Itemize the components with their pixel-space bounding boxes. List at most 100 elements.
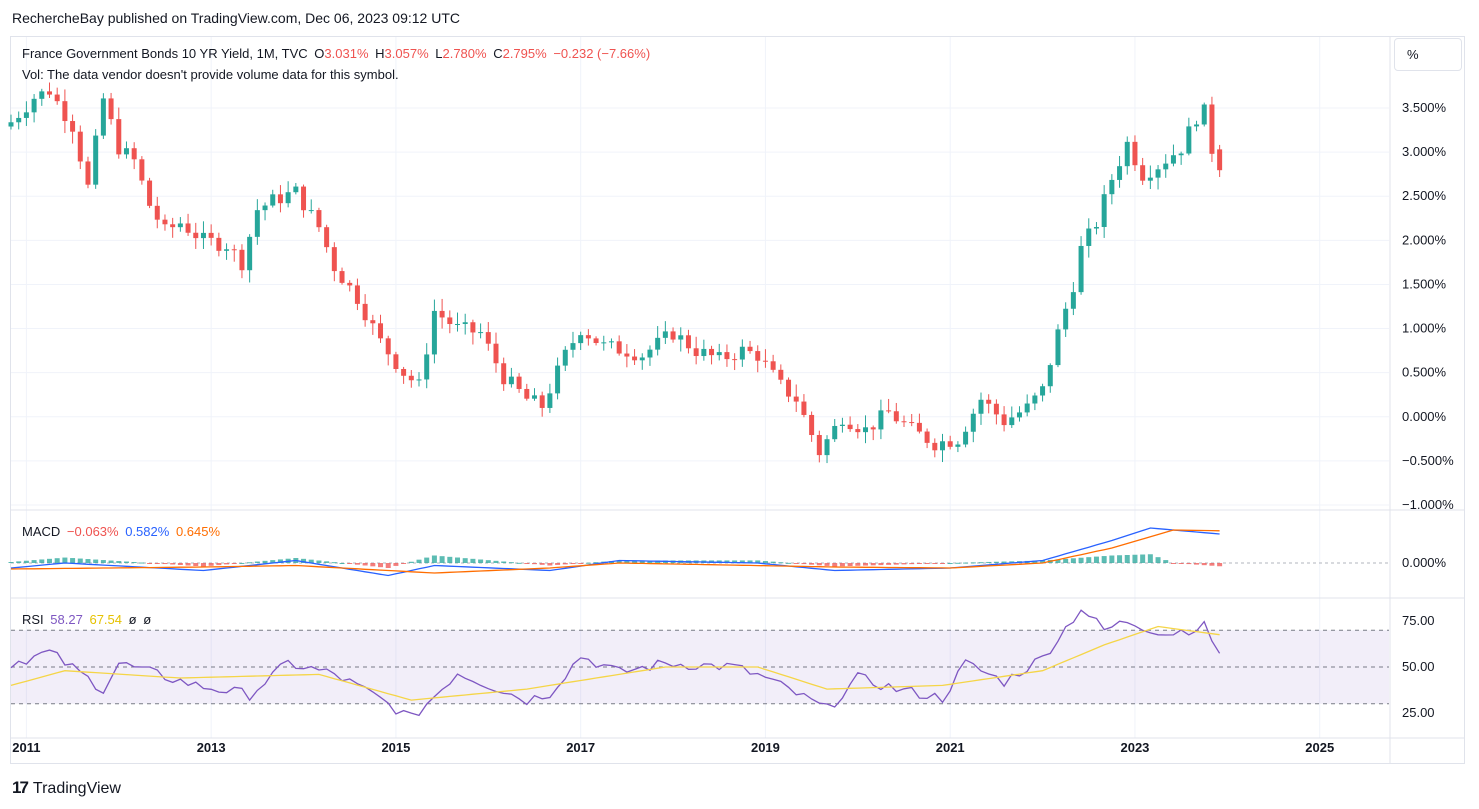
candle-body: [855, 429, 861, 433]
candle-body: [1047, 365, 1053, 387]
macd-hist-bar: [1040, 560, 1046, 563]
candle-body: [531, 395, 537, 399]
candle-body: [762, 360, 768, 362]
candle-body: [385, 338, 391, 355]
candle-body: [378, 323, 384, 339]
candle-body: [786, 379, 792, 397]
rsi-axis-label: 75.00: [1402, 613, 1435, 628]
candle-body: [447, 317, 453, 325]
close-label: C: [493, 46, 503, 61]
macd-hist-bar: [54, 558, 60, 563]
candle-body: [485, 332, 491, 344]
candle-body: [755, 351, 761, 361]
macd-hist-bar: [878, 563, 884, 566]
candle-body: [1009, 417, 1015, 426]
candle-body: [516, 376, 522, 389]
candle-body: [247, 236, 253, 271]
rsi-title: RSI: [22, 612, 44, 627]
price-axis-label: 1.500%: [1402, 276, 1447, 291]
macd-hist-bar: [570, 563, 576, 564]
macd-hist-bar: [539, 563, 545, 565]
macd-hist-bar: [77, 558, 83, 563]
macd-hist-bar: [955, 562, 961, 564]
macd-hist-bar: [93, 559, 99, 563]
macd-hist-bar: [370, 563, 376, 567]
candle-body: [1024, 403, 1030, 413]
candle-body: [170, 224, 176, 228]
rsi-extra-2: ø: [143, 612, 152, 627]
candle-body: [431, 310, 437, 355]
macd-hist-bar: [393, 563, 399, 566]
price-axis-label: 1.000%: [1402, 321, 1447, 336]
candle-body: [570, 343, 576, 350]
macd-hist-bar: [932, 563, 938, 564]
macd-hist-bar: [339, 563, 345, 564]
macd-hist-bar: [100, 560, 106, 563]
candle-body: [254, 210, 260, 237]
macd-hist-bar: [1132, 554, 1138, 563]
macd-hist-bar: [277, 559, 283, 563]
tv-logo-text: TradingView: [32, 780, 121, 797]
macd-hist-bar: [247, 562, 253, 564]
candle-body: [331, 247, 337, 272]
macd-hist-bar: [8, 562, 14, 563]
candle-body: [909, 422, 915, 424]
candle-body: [1209, 104, 1215, 154]
macd-hist-bar: [1201, 563, 1207, 566]
macd-hist-bar: [901, 563, 907, 565]
macd-hist-bar: [324, 561, 330, 563]
candle-body: [316, 210, 322, 228]
candle-body: [870, 427, 876, 430]
candle-body: [747, 346, 753, 352]
candle-body: [639, 357, 645, 361]
macd-hist-bar: [208, 563, 214, 566]
candle-body: [993, 403, 999, 415]
candle-body: [108, 98, 114, 120]
candle-body: [524, 388, 530, 399]
candle-body: [339, 271, 345, 283]
candle-body: [501, 363, 507, 385]
candle-body: [578, 335, 584, 344]
candle-body: [470, 322, 476, 333]
candle-body: [139, 159, 145, 181]
rsi-ma-value: 67.54: [89, 612, 123, 627]
candle-body: [177, 223, 183, 228]
macd-hist-bar: [362, 563, 368, 566]
macd-hist-bar: [847, 563, 853, 567]
macd-hist-bar: [870, 563, 876, 566]
macd-hist-bar: [254, 561, 260, 563]
low-value: 2.780%: [442, 46, 487, 61]
candle-body: [1186, 126, 1192, 154]
candle-body: [347, 282, 353, 286]
macd-hist-bar: [1178, 563, 1184, 564]
tradingview-logo[interactable]: 17 TradingView: [12, 778, 121, 798]
candle-body: [624, 353, 630, 357]
candle-body: [354, 285, 360, 304]
scale-mode-button[interactable]: %: [1394, 38, 1462, 71]
macd-title: MACD: [22, 524, 61, 539]
candle-body: [100, 98, 106, 136]
candle-body: [1070, 292, 1076, 309]
macd-hist-bar: [185, 563, 191, 566]
candle-body: [216, 237, 222, 251]
candle-body: [932, 442, 938, 451]
candle-body: [801, 401, 807, 415]
candle-body: [478, 332, 484, 334]
candle-body: [555, 365, 561, 394]
candle-body: [886, 410, 892, 412]
price-axis-label: 3.000%: [1402, 144, 1447, 159]
price-axis-label: 3.500%: [1402, 100, 1447, 115]
macd-hist-bar: [547, 563, 553, 566]
candle-body: [1001, 414, 1007, 426]
candle-body: [970, 413, 976, 432]
macd-hist-bar: [462, 558, 468, 563]
macd-hist-bar: [116, 561, 122, 563]
macd-hist-bar: [270, 560, 276, 563]
macd-hist-bar: [832, 563, 838, 567]
symbol-label: France Government Bonds 10 YR Yield, 1M,…: [22, 46, 308, 61]
rsi-axis-label: 50.00: [1402, 659, 1435, 674]
macd-hist-bar: [200, 563, 206, 567]
candle-body: [200, 232, 206, 239]
candle-body: [370, 320, 376, 324]
